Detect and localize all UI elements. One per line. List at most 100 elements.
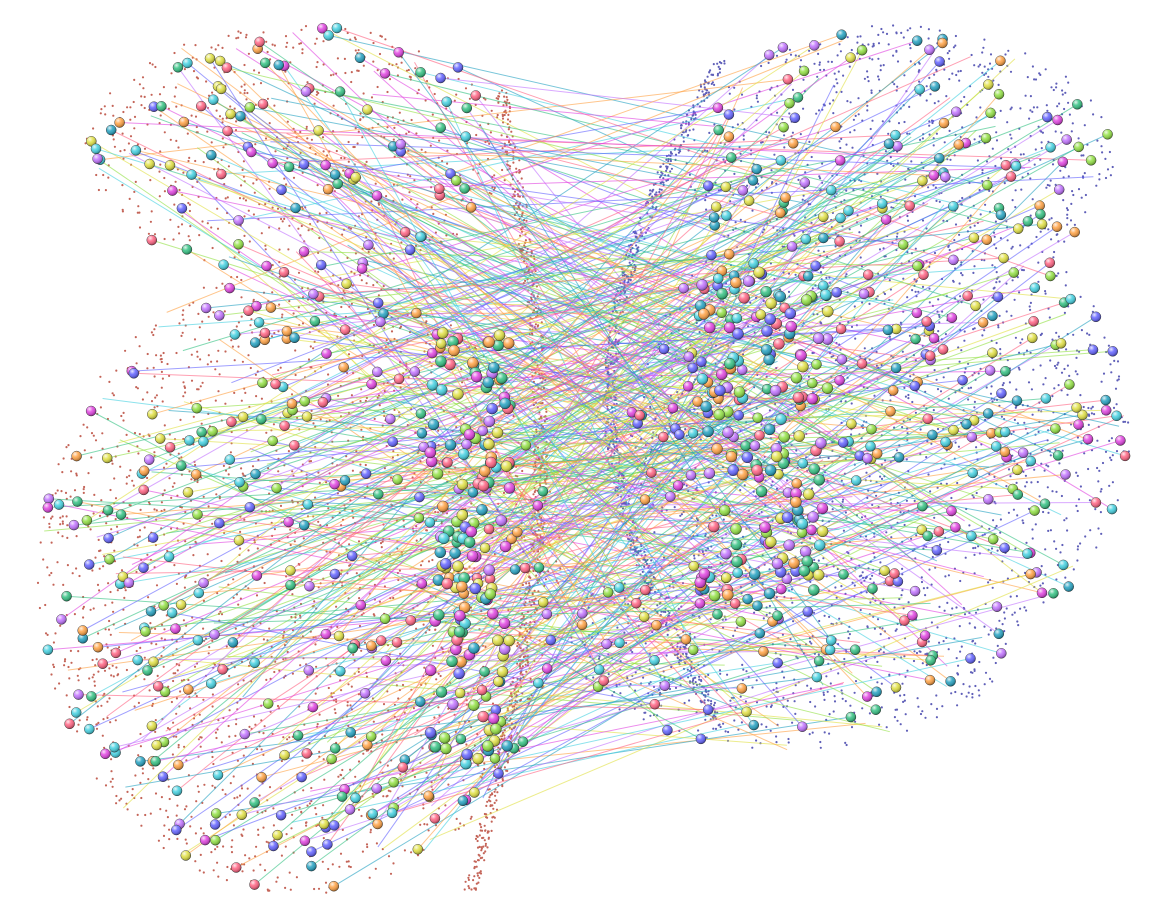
match-marker-shine xyxy=(983,79,994,90)
match-marker-shine xyxy=(925,655,936,666)
match-marker-shine xyxy=(850,644,861,655)
match-marker-shine xyxy=(967,467,978,478)
match-marker-shine xyxy=(741,706,752,717)
match-marker-shine xyxy=(756,485,767,497)
match-marker-shine xyxy=(1029,505,1040,516)
match-marker-shine xyxy=(499,643,511,655)
match-marker-shine xyxy=(577,619,588,630)
match-marker-shine xyxy=(441,96,452,107)
match-marker-shine xyxy=(968,232,979,243)
match-marker-shine xyxy=(934,56,945,67)
match-marker-shine xyxy=(459,602,471,613)
match-marker-shine xyxy=(532,500,543,511)
correspondence-line xyxy=(125,636,983,788)
match-marker-shine xyxy=(350,793,361,803)
match-marker-shine xyxy=(917,501,928,512)
match-marker-shine xyxy=(877,198,888,209)
match-marker-shine xyxy=(751,164,762,175)
correspondence-line xyxy=(401,575,751,714)
correspondence-line xyxy=(344,445,755,481)
correspondence-line xyxy=(376,658,971,789)
correspondence-line xyxy=(211,154,852,425)
match-marker-shine xyxy=(138,562,149,573)
correspondence-line xyxy=(400,151,934,176)
correspondence-line xyxy=(309,585,758,607)
correspondence-line xyxy=(277,58,1016,745)
match-marker-shine xyxy=(415,67,426,78)
match-marker-shine xyxy=(772,657,783,668)
match-marker-shine xyxy=(1000,160,1011,171)
match-marker-shine xyxy=(495,514,507,526)
match-marker-shine xyxy=(821,382,833,394)
match-marker-shine xyxy=(214,310,225,321)
match-marker-shine xyxy=(714,385,726,396)
match-marker-shine xyxy=(631,598,642,609)
match-marker-shine xyxy=(738,292,750,304)
match-marker-shine xyxy=(299,246,310,257)
match-marker-shine xyxy=(244,502,255,513)
match-marker-shine xyxy=(299,520,310,531)
match-marker-shine xyxy=(142,665,153,676)
match-marker-shine xyxy=(303,665,314,676)
match-marker-shine xyxy=(172,785,182,796)
match-marker-shine xyxy=(813,474,825,486)
correspondence-line xyxy=(109,206,717,560)
match-marker-shine xyxy=(239,729,250,740)
match-marker-shine xyxy=(818,211,829,222)
match-marker-shine xyxy=(802,606,813,617)
match-marker-shine xyxy=(205,53,215,64)
correspondence-line xyxy=(102,431,774,555)
match-marker-shine xyxy=(985,365,996,376)
match-marker-shine xyxy=(61,591,72,602)
match-marker-shine xyxy=(725,451,737,463)
match-marker-shine xyxy=(737,185,748,196)
match-marker-shine xyxy=(477,685,487,696)
match-marker-shine xyxy=(946,505,957,516)
match-marker-shine xyxy=(276,810,287,821)
match-marker-shine xyxy=(634,410,645,421)
match-marker-shine xyxy=(455,734,466,744)
match-marker-shine xyxy=(778,431,790,443)
match-marker-shine xyxy=(484,588,496,600)
correspondence-line xyxy=(372,638,687,815)
match-marker-shine xyxy=(814,655,825,666)
match-marker-shine xyxy=(366,640,377,651)
match-marker-shine xyxy=(323,30,334,41)
match-marker-shine xyxy=(456,509,468,521)
match-marker-shine xyxy=(155,433,166,444)
match-marker-shine xyxy=(1073,419,1084,430)
match-marker-shine xyxy=(813,332,824,344)
match-marker-shine xyxy=(148,101,159,112)
match-marker-shine xyxy=(373,297,384,308)
match-marker-shine xyxy=(144,159,155,169)
match-marker-shine xyxy=(719,504,731,516)
match-marker-shine xyxy=(700,401,712,413)
match-marker-shine xyxy=(782,511,793,523)
match-marker-shine xyxy=(385,414,396,424)
match-marker-shine xyxy=(803,271,814,282)
match-marker-shine xyxy=(1006,171,1016,182)
match-marker-shine xyxy=(450,644,462,655)
match-marker-shine xyxy=(1034,200,1045,211)
match-marker-shine xyxy=(517,736,528,747)
match-marker-shine xyxy=(723,109,734,120)
match-marker-shine xyxy=(156,101,167,112)
correspondence-line xyxy=(455,180,916,387)
match-marker-shine xyxy=(722,406,734,418)
correspondence-line xyxy=(353,179,718,287)
match-marker-shine xyxy=(306,846,317,857)
match-marker-shine xyxy=(940,437,951,447)
match-marker-shine xyxy=(1037,587,1047,598)
match-marker-shine xyxy=(708,521,720,533)
match-marker-shine xyxy=(357,263,368,274)
match-marker-shine xyxy=(659,680,670,691)
match-marker-shine xyxy=(496,372,508,384)
match-marker-shine xyxy=(730,523,742,535)
correspondence-line xyxy=(213,602,931,624)
correspondence-line xyxy=(114,603,736,748)
match-marker-shine xyxy=(279,750,290,761)
match-marker-shine xyxy=(447,698,459,710)
match-marker-shine xyxy=(304,581,315,592)
match-marker-shine xyxy=(1050,423,1061,434)
match-marker-shine xyxy=(783,539,795,551)
